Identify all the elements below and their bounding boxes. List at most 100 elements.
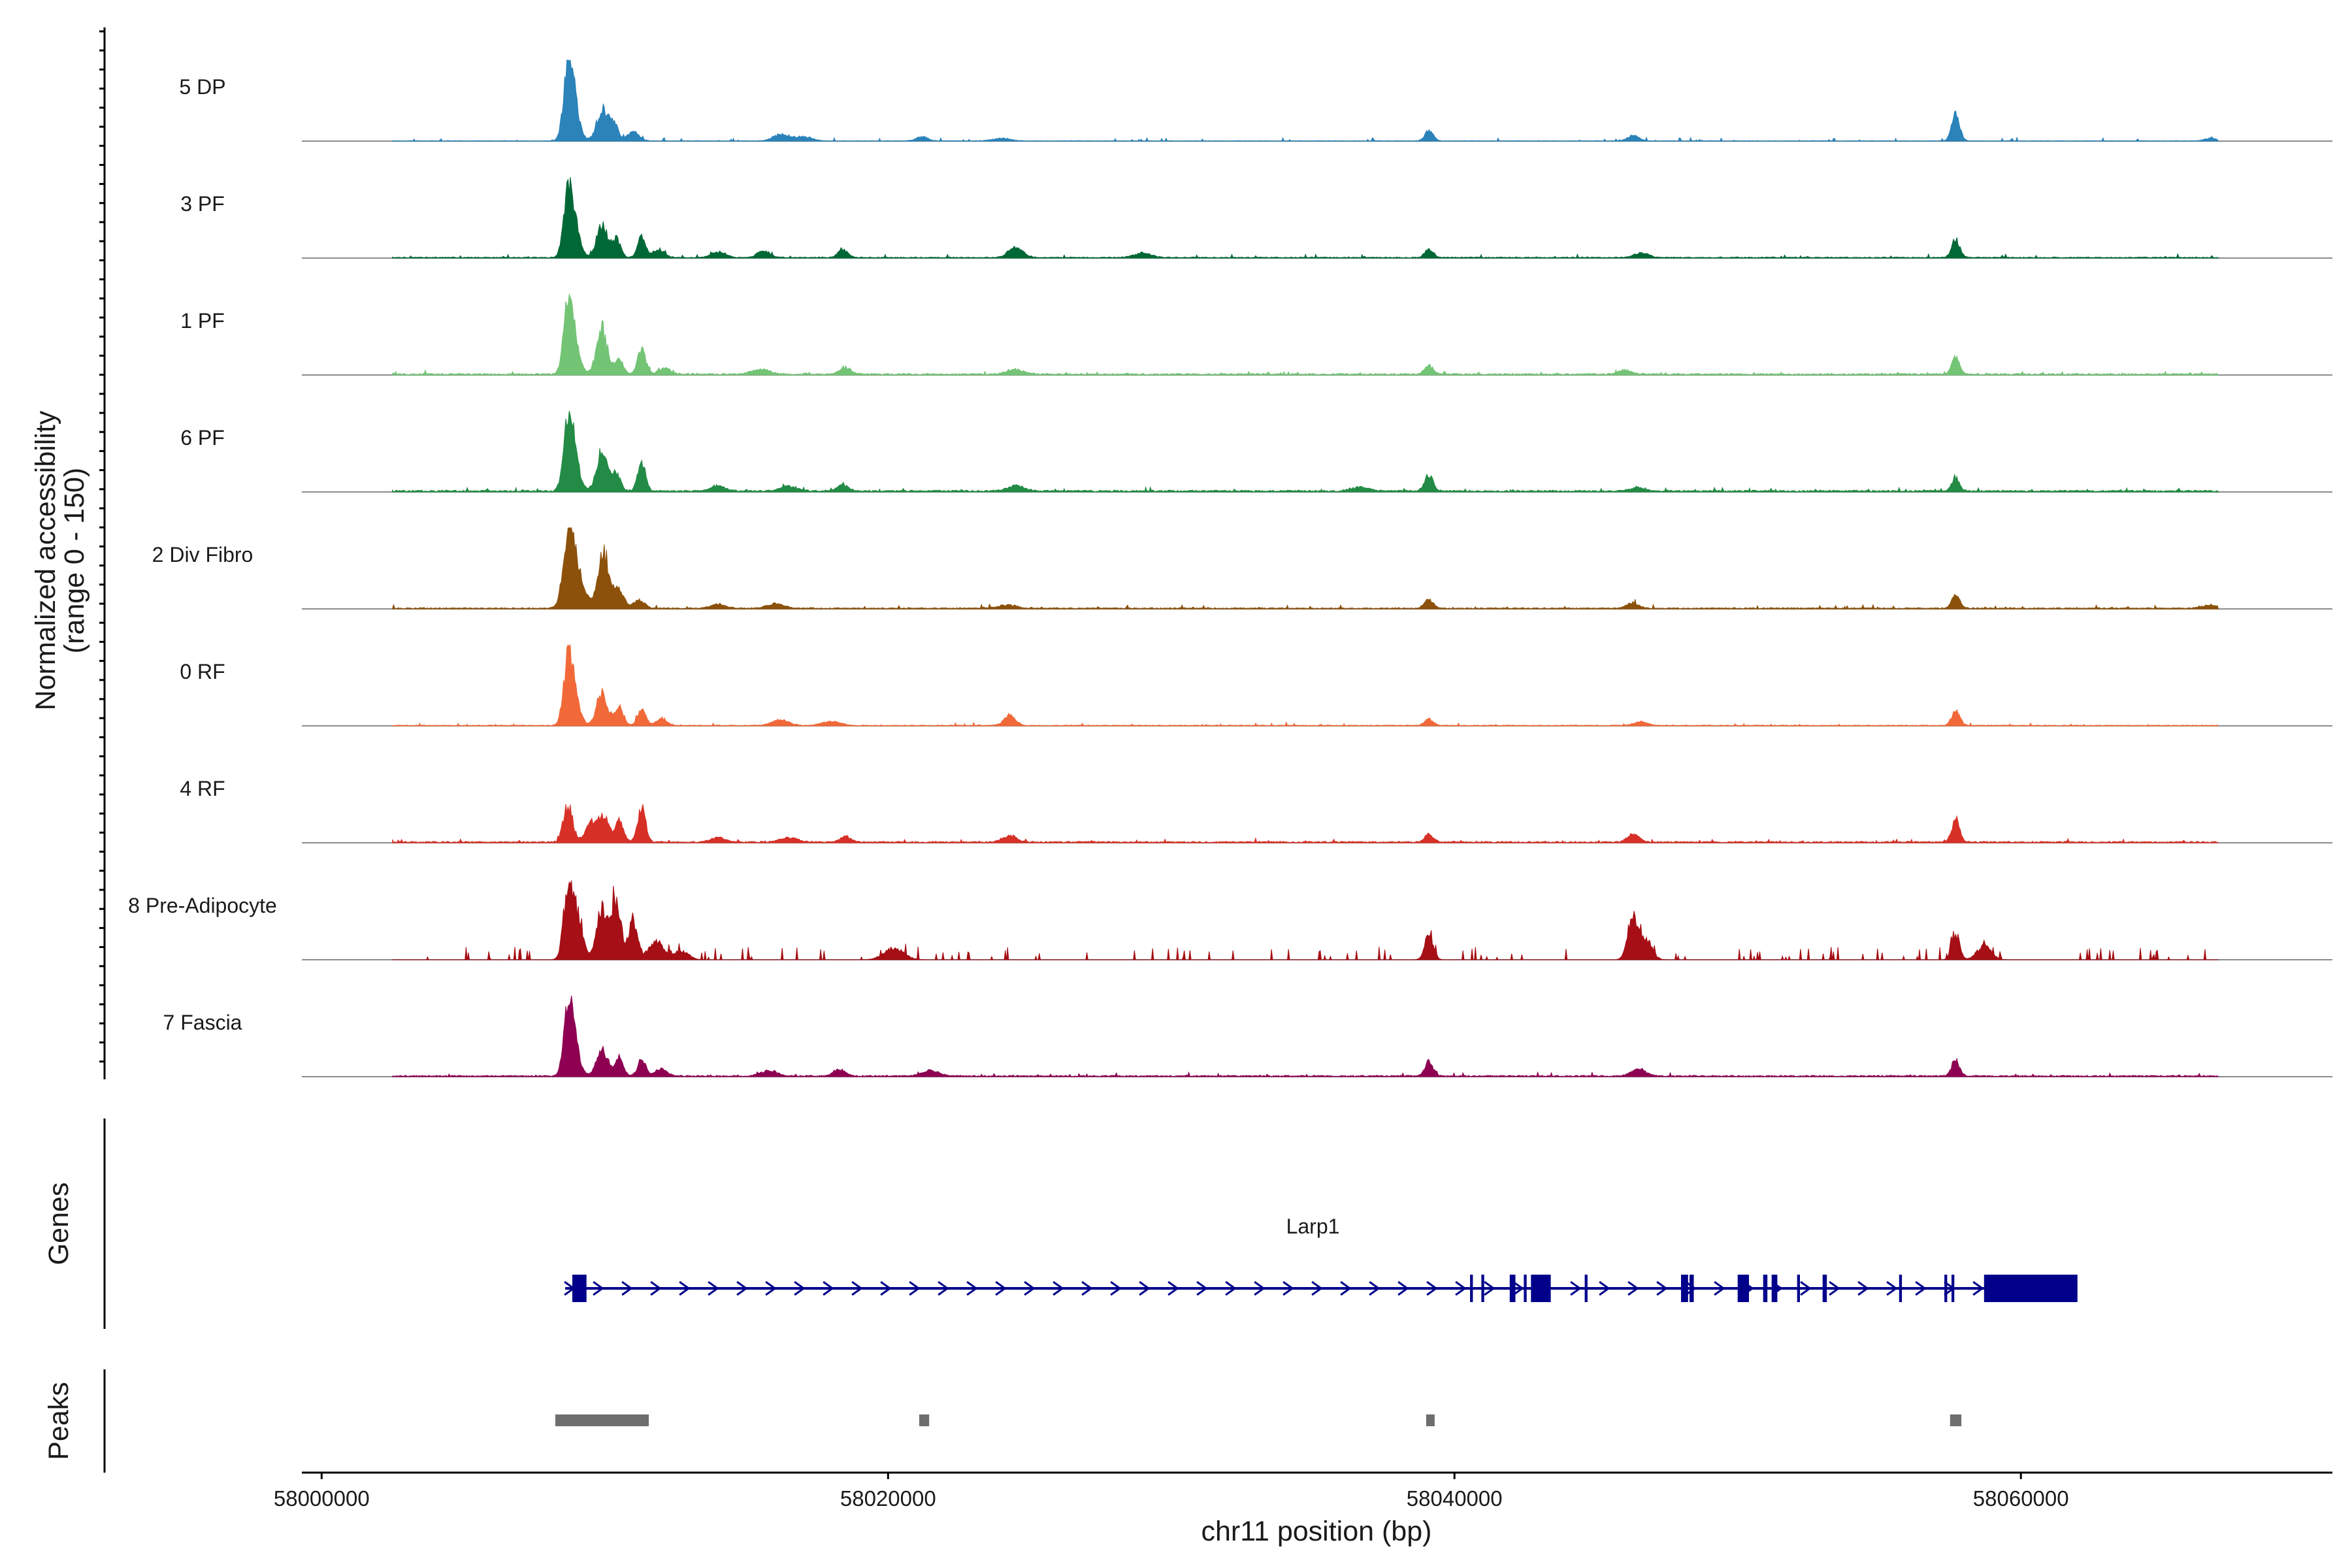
track-label: 2 Div Fibro	[152, 543, 253, 566]
strand-chevron	[1397, 1281, 1409, 1296]
peak-region	[1426, 1414, 1435, 1426]
track-1: 5 DP	[179, 59, 2332, 142]
strand-chevron	[708, 1281, 719, 1296]
track-signal	[392, 995, 2220, 1077]
strand-chevron	[1886, 1281, 1898, 1296]
track-signal	[392, 176, 2220, 259]
track-9: 7 Fascia	[163, 995, 2332, 1077]
peak-regions	[555, 1414, 1962, 1426]
x-tick-label: 58020000	[840, 1486, 936, 1511]
peak-region	[1950, 1414, 1962, 1426]
strand-chevron	[1972, 1281, 1984, 1296]
gene-model: Larp1	[564, 1215, 2078, 1302]
track-signal	[392, 644, 2219, 727]
strand-chevron	[1110, 1281, 1122, 1296]
gene-exon	[1952, 1275, 1955, 1302]
strand-chevron	[1168, 1281, 1179, 1296]
strand-chevron	[1714, 1281, 1725, 1296]
track-label: 3 PF	[180, 192, 225, 216]
gene-exon	[1944, 1275, 1948, 1302]
track-5: 2 Div Fibro	[152, 527, 2332, 610]
strand-chevron	[593, 1281, 604, 1296]
track-2: 3 PF	[180, 176, 2332, 259]
gene-name-label: Larp1	[1286, 1215, 1340, 1238]
gene-exon	[1470, 1275, 1473, 1302]
track-signal	[392, 293, 2219, 376]
peaks-panel-label: Peaks	[43, 1382, 74, 1460]
x-tick-label: 58000000	[274, 1486, 370, 1511]
strand-chevron	[1340, 1281, 1352, 1296]
strand-chevron	[1369, 1281, 1380, 1296]
strand-chevron	[823, 1281, 834, 1296]
strand-chevron	[1484, 1281, 1495, 1296]
track-8: 8 Pre-Adipocyte	[128, 880, 2332, 961]
strand-chevron	[1800, 1281, 1812, 1296]
strand-chevron	[1599, 1281, 1610, 1296]
gene-exon	[1771, 1275, 1778, 1302]
track-7: 4 RF	[180, 777, 2332, 843]
strand-chevron	[1829, 1281, 1840, 1296]
strand-chevron	[1915, 1281, 1927, 1296]
strand-chevron	[1311, 1281, 1323, 1296]
strand-chevron	[1857, 1281, 1869, 1296]
strand-chevron	[1081, 1281, 1093, 1296]
gene-exon	[1524, 1275, 1527, 1302]
track-label: 7 Fascia	[163, 1011, 242, 1034]
coverage-y-axis	[99, 27, 106, 1079]
strand-chevron	[1512, 1281, 1524, 1296]
peak-region	[555, 1414, 649, 1426]
gene-exon	[1984, 1275, 2078, 1302]
strand-chevron	[1282, 1281, 1294, 1296]
gene-exon	[572, 1275, 587, 1302]
strand-chevron	[1139, 1281, 1151, 1296]
coverage-y-title-line2: (range 0 - 150)	[59, 468, 90, 653]
track-3: 1 PF	[180, 293, 2332, 376]
coverage-y-ticks	[99, 30, 105, 1063]
gene-exon	[1690, 1275, 1694, 1302]
gene-exon	[1737, 1275, 1749, 1302]
coverage-y-title-line1: Normalized accessibility	[30, 410, 61, 710]
gene-exon	[1584, 1275, 1588, 1302]
gene-exon	[1822, 1275, 1827, 1302]
track-label: 4 RF	[180, 777, 225, 800]
x-tick-label: 58060000	[1973, 1486, 2069, 1511]
strand-chevron	[650, 1281, 662, 1296]
gene-exon	[1763, 1275, 1768, 1302]
x-tick-label: 58040000	[1407, 1486, 1503, 1511]
track-label: 6 PF	[180, 426, 225, 449]
track-signal	[392, 59, 2219, 142]
strand-chevron	[1656, 1281, 1668, 1296]
strand-chevron	[966, 1281, 978, 1296]
strand-chevron	[1024, 1281, 1036, 1296]
strand-chevron	[1196, 1281, 1208, 1296]
x-axis: 58000000 58020000 58040000 58060000	[274, 1471, 2332, 1511]
track-4: 6 PF	[180, 410, 2332, 493]
coverage-tracks: 5 DP 3 PF 1 PF 6 PF 2 Div Fibro 0 RF 4 RF 8 Pre…	[128, 59, 2332, 1077]
track-label: 0 RF	[180, 660, 225, 683]
strand-chevron	[736, 1281, 748, 1296]
gene-exon	[1797, 1275, 1800, 1302]
strand-chevron	[621, 1281, 633, 1296]
track-label: 5 DP	[179, 75, 225, 99]
strand-chevron	[1254, 1281, 1266, 1296]
track-signal	[392, 880, 2219, 961]
track-signal	[392, 410, 2219, 493]
x-axis-title: chr11 position (bp)	[1201, 1516, 1432, 1547]
track-signal	[392, 527, 2219, 610]
track-6: 0 RF	[180, 644, 2332, 727]
strand-chevron	[851, 1281, 863, 1296]
strand-chevron	[1627, 1281, 1639, 1296]
genes-panel-label: Genes	[43, 1183, 74, 1266]
strand-chevron	[679, 1281, 691, 1296]
strand-chevron	[995, 1281, 1007, 1296]
gene-exon	[1481, 1275, 1484, 1302]
strand-chevron	[1455, 1281, 1467, 1296]
x-ticks: 58000000 58020000 58040000 58060000	[274, 1473, 2069, 1511]
strand-chevron	[938, 1281, 949, 1296]
track-label: 8 Pre-Adipocyte	[128, 894, 277, 917]
strand-chevron	[1570, 1281, 1582, 1296]
gene-exon	[1899, 1275, 1903, 1302]
gene-exon	[1509, 1275, 1516, 1302]
strand-chevron	[880, 1281, 892, 1296]
